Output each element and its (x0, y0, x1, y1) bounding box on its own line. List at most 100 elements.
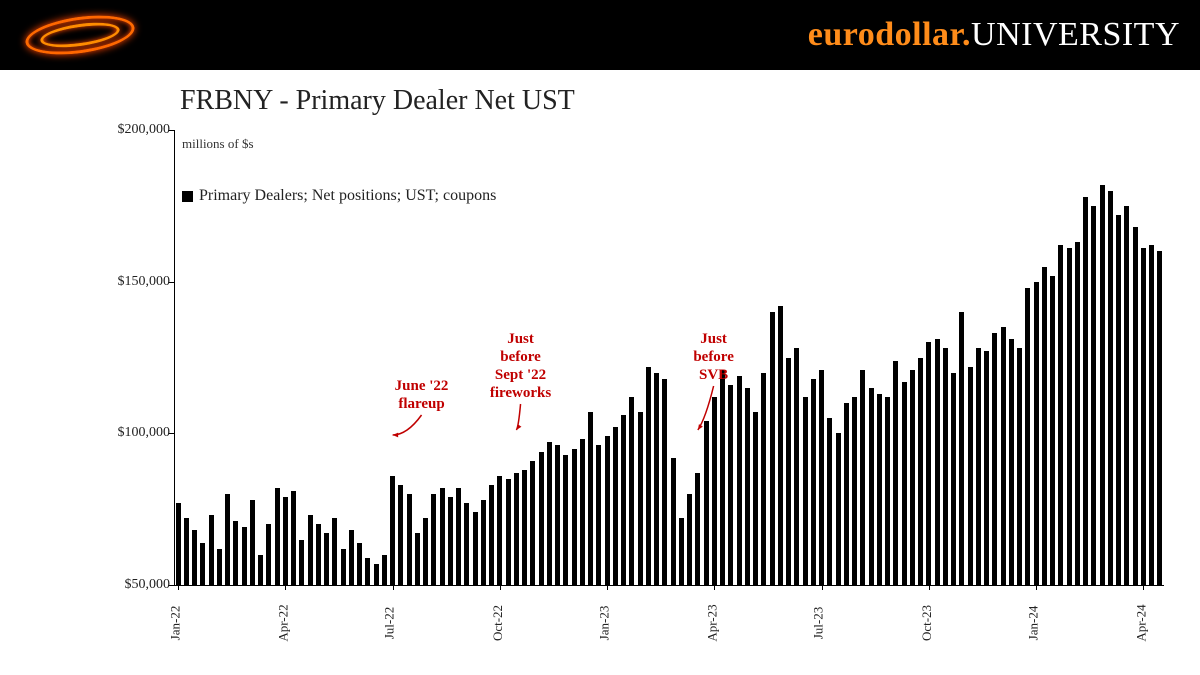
bar (860, 370, 865, 585)
bar (827, 418, 832, 585)
bar (935, 339, 940, 585)
bar (176, 503, 181, 585)
bar (398, 485, 403, 585)
bar (629, 397, 634, 585)
bar (605, 436, 610, 585)
bar (357, 543, 362, 585)
bar (786, 358, 791, 586)
x-tick (607, 585, 608, 590)
bar (1009, 339, 1014, 585)
bar (877, 394, 882, 585)
bar (893, 361, 898, 585)
brand-logo (20, 11, 140, 59)
x-tick (393, 585, 394, 590)
bar (1116, 215, 1121, 585)
x-tick-label: Jul-22 (381, 607, 397, 640)
x-tick-label: Oct-23 (919, 605, 935, 641)
x-axis-line (174, 585, 1164, 586)
bar (646, 367, 651, 585)
bar (481, 500, 486, 585)
bar (291, 491, 296, 585)
bar (308, 515, 313, 585)
bar (976, 348, 981, 585)
bar (918, 358, 923, 586)
bar (811, 379, 816, 585)
bar (1058, 245, 1063, 585)
bar (250, 500, 255, 585)
bar (695, 473, 700, 585)
bar (712, 397, 717, 585)
bar (209, 515, 214, 585)
bar (258, 555, 263, 585)
bar (737, 376, 742, 585)
x-tick (714, 585, 715, 590)
bar (1124, 206, 1129, 585)
bar (324, 533, 329, 585)
bar (374, 564, 379, 585)
bar (506, 479, 511, 585)
bar (679, 518, 684, 585)
x-tick (178, 585, 179, 590)
brand-prefix: eurodollar. (808, 16, 971, 53)
bar (1001, 327, 1006, 585)
bar (885, 397, 890, 585)
bar (390, 476, 395, 585)
x-tick-label: Apr-23 (705, 604, 721, 641)
bar (1034, 282, 1039, 585)
bar (530, 461, 535, 585)
x-tick-label: Apr-24 (1134, 604, 1150, 641)
bar (473, 512, 478, 585)
bar (803, 397, 808, 585)
bar (349, 530, 354, 585)
header-bar: eurodollar.UNIVERSITY (0, 0, 1200, 70)
bar (621, 415, 626, 585)
x-tick (285, 585, 286, 590)
bar (464, 503, 469, 585)
brand-text: eurodollar.UNIVERSITY (808, 16, 1180, 54)
bar (687, 494, 692, 585)
bar (662, 379, 667, 585)
bar (1067, 248, 1072, 585)
x-tick-label: Jan-22 (167, 606, 183, 641)
bar (770, 312, 775, 585)
y-tick-label: $100,000 (100, 425, 170, 441)
bar (489, 485, 494, 585)
bar (654, 373, 659, 585)
bar (613, 427, 618, 585)
bar (572, 449, 577, 586)
x-tick-label: Jul-23 (810, 607, 826, 640)
bar (1042, 267, 1047, 586)
bar (836, 433, 841, 585)
bar (1157, 251, 1162, 585)
bar (844, 403, 849, 585)
bar (984, 351, 989, 585)
bar (407, 494, 412, 585)
bar (1083, 197, 1088, 585)
bar (753, 412, 758, 585)
bar (563, 455, 568, 585)
annotation-label: JustbeforeSept '22fireworks (476, 330, 566, 402)
bar (242, 527, 247, 585)
x-tick-label: Oct-22 (490, 605, 506, 641)
bar (431, 494, 436, 585)
bar (382, 555, 387, 585)
brand-suffix: UNIVERSITY (971, 16, 1180, 53)
bar (745, 388, 750, 585)
bar (951, 373, 956, 585)
chart-title: FRBNY - Primary Dealer Net UST (180, 85, 1180, 117)
bar (283, 497, 288, 585)
bar (1133, 227, 1138, 585)
bar (926, 342, 931, 585)
bar (497, 476, 502, 585)
bar (299, 540, 304, 586)
bar (225, 494, 230, 585)
bar (902, 382, 907, 585)
bar (200, 543, 205, 585)
bar (555, 445, 560, 585)
y-tick-label: $150,000 (100, 274, 170, 290)
bar (638, 412, 643, 585)
bar (1017, 348, 1022, 585)
bar (217, 549, 222, 585)
annotation-label: JustbeforeSVB (669, 330, 759, 384)
bar (275, 488, 280, 585)
